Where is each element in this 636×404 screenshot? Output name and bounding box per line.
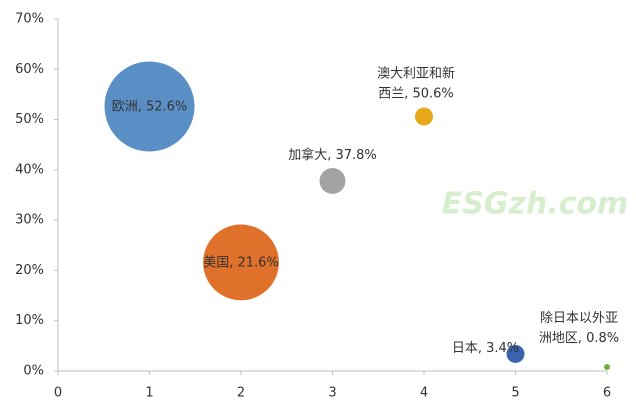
x-tick-label: 2 bbox=[237, 386, 245, 401]
y-tick-label: 30% bbox=[15, 213, 44, 228]
x-tick-label: 1 bbox=[145, 386, 153, 401]
bubble bbox=[104, 61, 195, 152]
y-tick-label: 20% bbox=[15, 263, 44, 278]
data-label: 美国, 21.6% bbox=[203, 255, 279, 270]
y-tick-label: 10% bbox=[15, 313, 44, 328]
data-label-line: 西兰, 50.6% bbox=[378, 86, 454, 101]
bubble bbox=[604, 363, 610, 370]
data-label-line: 洲地区, 0.8% bbox=[539, 330, 619, 345]
data-label-line: 除日本以外亚 bbox=[540, 310, 618, 325]
bubble bbox=[415, 107, 433, 126]
bubble bbox=[506, 344, 525, 363]
data-label-line: 日本, 3.4% bbox=[452, 340, 519, 355]
x-tick-label: 4 bbox=[420, 386, 428, 401]
y-tick-label: 60% bbox=[15, 62, 44, 77]
y-tick-label: 50% bbox=[15, 112, 44, 127]
data-label: 欧洲, 52.6% bbox=[112, 99, 188, 114]
bubble bbox=[203, 224, 279, 301]
data-label-line: 美国, 21.6% bbox=[203, 255, 279, 270]
data-label: 除日本以外亚洲地区, 0.8% bbox=[539, 310, 619, 345]
x-tick-label: 3 bbox=[328, 386, 336, 401]
data-label: 日本, 3.4% bbox=[452, 340, 519, 355]
x-tick-label: 5 bbox=[511, 386, 519, 401]
data-label: 澳大利亚和新西兰, 50.6% bbox=[377, 65, 455, 101]
watermark: ESGzh.com bbox=[442, 187, 629, 222]
x-tick-label: 0 bbox=[54, 386, 62, 401]
data-label-line: 澳大利亚和新 bbox=[377, 65, 455, 81]
data-label-line: 欧洲, 52.6% bbox=[112, 99, 188, 114]
data-label: 加拿大, 37.8% bbox=[288, 146, 377, 162]
y-tick-label: 70% bbox=[15, 12, 44, 27]
y-tick-label: 40% bbox=[15, 162, 44, 177]
bubble bbox=[319, 167, 346, 194]
y-tick-label: 0% bbox=[23, 364, 44, 379]
data-label-line: 加拿大, 37.8% bbox=[288, 146, 377, 162]
x-tick-label: 6 bbox=[603, 386, 611, 401]
